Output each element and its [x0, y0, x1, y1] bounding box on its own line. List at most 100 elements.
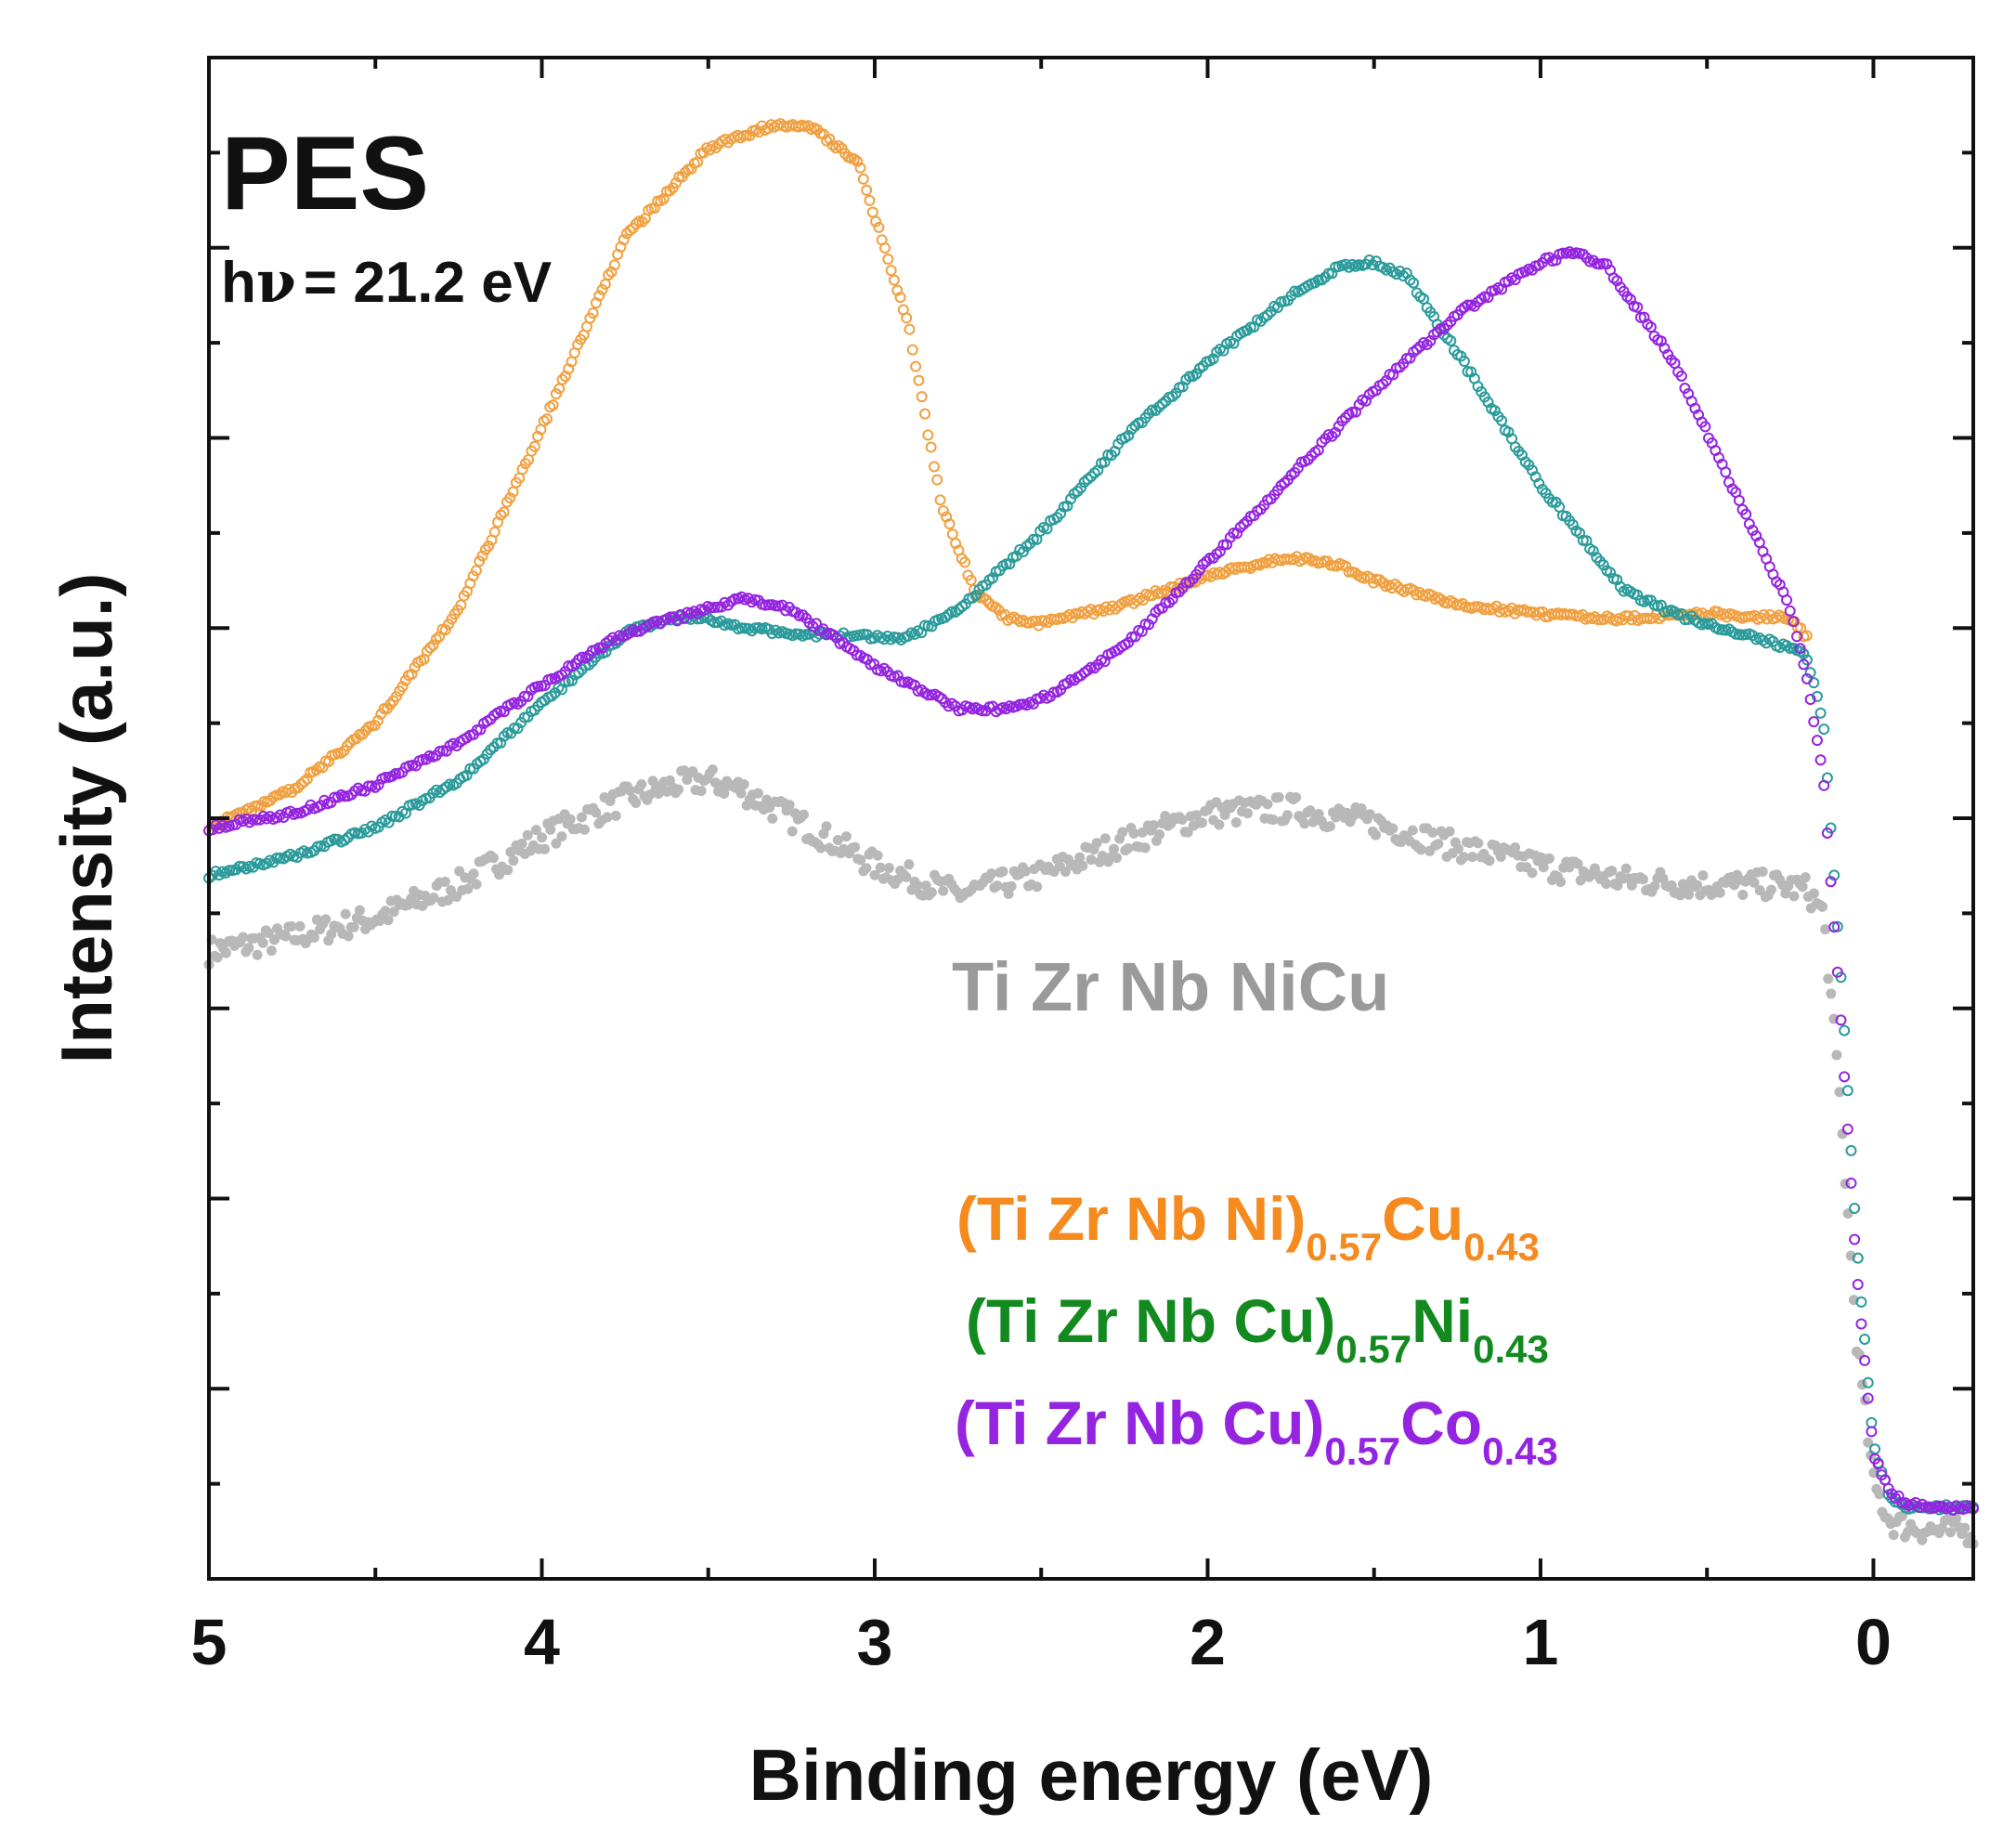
data-point	[1088, 662, 1100, 674]
data-point	[1326, 267, 1338, 280]
data-point	[679, 166, 691, 178]
subtitle-rest: = 21.2 eV	[304, 251, 552, 315]
data-point	[664, 185, 676, 197]
data-point	[784, 800, 795, 811]
data-point	[894, 292, 906, 304]
data-point	[636, 779, 647, 790]
data-point	[540, 843, 551, 854]
data-point	[1862, 1392, 1874, 1404]
data-point	[488, 853, 499, 864]
data-point	[1060, 867, 1071, 878]
data-point	[1841, 1085, 1853, 1097]
data-point	[532, 430, 544, 442]
data-point	[826, 139, 839, 151]
data-point	[467, 570, 479, 582]
data-point	[1632, 589, 1644, 601]
data-point	[888, 274, 900, 286]
data-point	[868, 658, 880, 671]
data-point	[1674, 890, 1685, 901]
data-point	[815, 842, 826, 854]
data-point	[920, 880, 931, 892]
data-point	[913, 374, 925, 386]
data-point	[1828, 869, 1840, 881]
data-point	[943, 518, 956, 530]
data-point	[1086, 854, 1097, 866]
data-point	[1632, 301, 1644, 313]
data-point	[1800, 872, 1811, 883]
data-point	[1543, 252, 1555, 264]
data-point	[498, 730, 510, 742]
data-point	[1845, 1177, 1857, 1189]
data-point	[959, 556, 971, 568]
data-point	[1743, 518, 1755, 530]
data-point	[1170, 387, 1182, 399]
data-point	[546, 690, 558, 702]
data-point	[1733, 494, 1745, 506]
data-point	[518, 690, 530, 702]
data-point	[522, 690, 534, 702]
data-point	[1279, 476, 1291, 489]
x-axis-tick-labels: 5 4 3 2 1 0	[191, 1606, 1892, 1678]
data-point	[1000, 558, 1012, 570]
data-point	[563, 660, 575, 672]
legend-co-main: (Ti Zr Nb Cu)	[955, 1388, 1324, 1457]
data-point	[261, 857, 273, 869]
data-point	[1137, 827, 1148, 838]
data-point	[516, 463, 528, 476]
data-point	[1373, 574, 1385, 586]
data-point	[1462, 299, 1474, 311]
legend-cu-suffix: Cu	[1382, 1184, 1463, 1253]
data-point	[864, 194, 876, 206]
data-point	[910, 360, 922, 372]
data-point	[1874, 1489, 1885, 1500]
data-point	[1841, 1123, 1853, 1135]
data-point	[579, 824, 591, 835]
data-point	[1849, 1233, 1861, 1245]
data-point	[1684, 889, 1695, 900]
data-point	[430, 633, 442, 645]
data-point	[522, 710, 534, 723]
data-point	[735, 788, 747, 799]
data-point	[1645, 321, 1657, 333]
data-point	[709, 617, 721, 629]
data-point	[879, 241, 891, 254]
data-point	[252, 949, 263, 960]
data-point	[383, 915, 394, 926]
data-point	[1201, 555, 1213, 567]
data-point	[909, 628, 920, 640]
data-point	[380, 906, 391, 917]
data-point	[1747, 524, 1759, 536]
data-point	[1675, 370, 1687, 382]
data-point	[210, 819, 222, 831]
data-point	[1542, 610, 1554, 622]
data-point	[926, 887, 937, 898]
data-point	[671, 615, 683, 627]
data-point	[388, 906, 399, 918]
data-point	[1649, 880, 1660, 892]
series-2	[203, 254, 1979, 1516]
data-point	[1346, 406, 1359, 418]
data-point	[1473, 838, 1484, 849]
data-point	[508, 855, 519, 867]
data-point	[1078, 476, 1090, 489]
data-point	[832, 834, 843, 845]
data-point	[383, 816, 395, 828]
data-point	[1462, 366, 1474, 378]
data-point	[1765, 884, 1776, 895]
data-point	[427, 639, 439, 651]
data-point	[545, 824, 556, 835]
x-tick-label: 0	[1855, 1606, 1892, 1678]
data-point	[530, 825, 541, 836]
legend-cu-sub1: 0.57	[1306, 1225, 1382, 1269]
data-point	[1839, 1024, 1851, 1036]
data-point	[1484, 855, 1495, 867]
data-point	[878, 633, 891, 645]
data-point	[934, 494, 946, 506]
data-point	[439, 624, 451, 636]
data-point	[855, 854, 866, 866]
subtitle-h: h	[221, 251, 256, 315]
data-point	[735, 622, 748, 634]
legend-cu-main: (Ti Zr Nb Ni)	[956, 1184, 1306, 1253]
data-point	[1794, 643, 1806, 655]
x-tick-label: 3	[857, 1606, 893, 1678]
